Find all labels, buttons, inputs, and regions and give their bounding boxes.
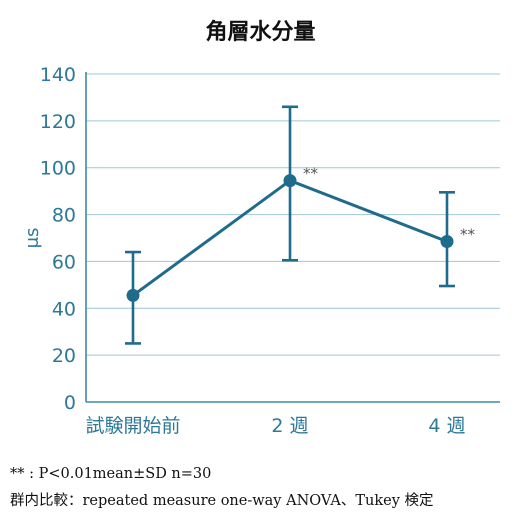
data-point [126,288,140,302]
significance-mark: ** [303,165,319,183]
y-tick-label: 140 [40,64,76,86]
y-axis-label: μs [22,228,43,249]
y-tick-label: 80 [52,205,76,227]
axes [85,72,500,403]
x-tick-label: 試験開始前 [85,415,180,437]
grid-lines [86,73,500,356]
significance-mark: ** [460,226,476,244]
footnote-method: 群内比較：repeated measure one-way ANOVA、Tuke… [10,493,434,509]
y-tick-label: 40 [52,298,76,320]
chart-title: 角層水分量 [205,20,316,45]
data-points [126,174,454,302]
y-tick-label: 60 [52,251,76,273]
x-tick-labels: 試験開始前 2 週 4 週 [85,415,465,437]
y-tick-label: 0 [64,392,76,414]
data-point [283,174,297,188]
data-point [440,235,454,249]
y-tick-label: 100 [40,158,76,180]
y-tick-label: 120 [40,111,76,133]
y-tick-labels: 0 20 40 60 80 100 120 140 [40,64,76,414]
significance-annotations: ** ** [303,165,476,244]
y-tick-label: 20 [52,345,76,367]
footnote-significance: ** : P<0.01mean±SD n=30 [10,466,212,482]
x-tick-label: 2 週 [271,415,308,437]
x-tick-label: 4 週 [428,415,465,437]
